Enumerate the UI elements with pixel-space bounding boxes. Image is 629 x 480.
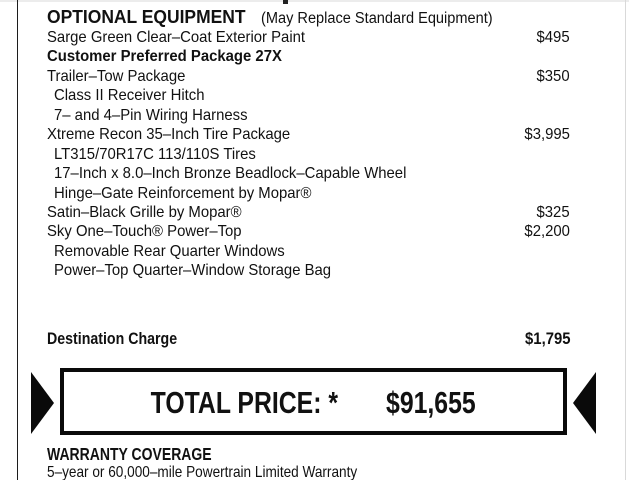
- right-border-line: [625, 0, 627, 480]
- equipment-row: Customer Preferred Package 27X: [47, 47, 570, 66]
- equipment-item-price: $495: [536, 29, 570, 46]
- equipment-row: Satin–Black Grille by Mopar® $325: [47, 203, 570, 222]
- equipment-row: 17–Inch x 8.0–Inch Bronze Beadlock–Capab…: [47, 164, 570, 183]
- equipment-row: Sky One–Touch® Power–Top $2,200: [47, 222, 570, 241]
- destination-charge-row: Destination Charge $1,795: [47, 330, 570, 350]
- equipment-item-price: $350: [536, 67, 570, 85]
- right-arrow-icon: [573, 372, 596, 434]
- optional-equipment-subtitle: (May Replace Standard Equipment): [261, 10, 493, 27]
- left-arrow-icon: [31, 372, 54, 434]
- total-price-content: TOTAL PRICE: * $91,655: [151, 382, 476, 421]
- equipment-item-label: Sarge Green Clear–Coat Exterior Paint: [47, 29, 306, 46]
- destination-charge-label: Destination Charge: [47, 330, 178, 348]
- equipment-subitem-label: Power–Top Quarter–Window Storage Bag: [54, 262, 332, 280]
- equipment-item-price: $2,200: [524, 223, 570, 241]
- equipment-row: Class II Receiver Hitch: [47, 86, 570, 105]
- equipment-item-label: Satin–Black Grille by Mopar®: [47, 203, 242, 221]
- equipment-row: Removable Rear Quarter Windows: [47, 242, 570, 261]
- equipment-row: Power–Top Quarter–Window Storage Bag: [47, 261, 570, 280]
- equipment-row: 7– and 4–Pin Wiring Harness: [47, 106, 570, 125]
- left-border-line: [16, 0, 19, 480]
- optional-equipment-list: Sarge Green Clear–Coat Exterior Paint $4…: [47, 28, 570, 281]
- equipment-subitem-label: Hinge–Gate Reinforcement by Mopar®: [54, 184, 312, 202]
- equipment-subitem-label: LT315/70R17C 113/110S Tires: [54, 145, 256, 163]
- equipment-row: Hinge–Gate Reinforcement by Mopar®: [47, 184, 570, 203]
- total-price-box: TOTAL PRICE: * $91,655: [60, 368, 567, 435]
- destination-charge-price: $1,795: [524, 330, 570, 348]
- equipment-item-price: $3,995: [524, 126, 570, 144]
- equipment-row: LT315/70R17C 113/110S Tires: [47, 145, 570, 164]
- warranty-coverage-title: WARRANTY COVERAGE: [47, 444, 212, 464]
- equipment-row: Sarge Green Clear–Coat Exterior Paint $4…: [47, 28, 570, 47]
- equipment-item-label: Sky One–Touch® Power–Top: [47, 223, 242, 241]
- optional-equipment-header: OPTIONAL EQUIPMENT (May Replace Standard…: [47, 7, 607, 29]
- total-price-label: TOTAL PRICE: *: [150, 385, 339, 420]
- equipment-item-price: $325: [536, 203, 570, 221]
- total-price-value: $91,655: [386, 385, 477, 420]
- cut-off-text-fragment: [283, 0, 288, 4]
- equipment-item-label: Xtreme Recon 35–Inch Tire Package: [47, 126, 291, 144]
- equipment-subitem-label: 7– and 4–Pin Wiring Harness: [54, 106, 248, 124]
- equipment-row: Trailer–Tow Package $350: [47, 67, 570, 86]
- optional-equipment-title: OPTIONAL EQUIPMENT: [47, 7, 246, 27]
- equipment-row: Xtreme Recon 35–Inch Tire Package $3,995: [47, 125, 570, 144]
- equipment-subitem-label: Class II Receiver Hitch: [54, 87, 205, 105]
- equipment-subitem-label: Removable Rear Quarter Windows: [54, 242, 285, 260]
- equipment-subitem-label: 17–Inch x 8.0–Inch Bronze Beadlock–Capab…: [54, 165, 407, 183]
- scan-top-edge: [0, 0, 629, 2]
- equipment-item-label: Customer Preferred Package 27X: [47, 48, 282, 66]
- equipment-item-label: Trailer–Tow Package: [47, 67, 186, 85]
- warranty-coverage-line: 5–year or 60,000–mile Powertrain Limited…: [47, 464, 358, 480]
